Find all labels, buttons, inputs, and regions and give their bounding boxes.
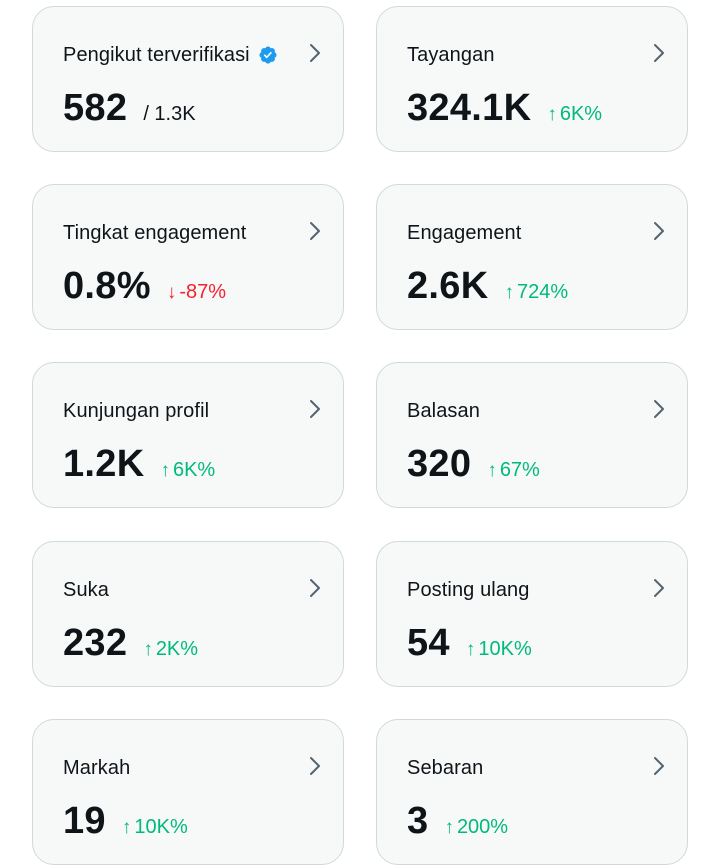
metric-change: ↓ -87% [167,281,226,304]
metric-change-value: 6K% [559,103,603,125]
metric-change-value: 67% [499,459,540,481]
metric-card-verified-followers[interactable]: Pengikut terverifikasi 582 / 1.3K [32,6,344,152]
metric-value: 232 [63,622,128,664]
metric-value-row: 2.6K ↑ 724% [407,265,568,308]
metric-change: ↑ 200% [444,816,508,839]
metric-value: 19 [63,800,106,842]
metric-label: Balasan [407,399,480,422]
arrow-up-icon: ↑ [465,639,476,660]
metric-label-row: Suka [63,576,283,604]
metric-card-reposts[interactable]: Posting ulang 54 ↑ 10K% [376,541,688,687]
chevron-right-icon [307,41,323,65]
metric-card-likes[interactable]: Suka 232 ↑ 2K% [32,541,344,687]
chevron-right-icon [307,576,323,600]
arrow-up-icon: ↑ [444,817,454,838]
metric-value: 582 [63,87,128,129]
metric-value-row: 0.8% ↓ -87% [63,265,226,308]
chevron-right-icon [651,397,667,421]
metric-change: ↑ 67% [487,459,540,482]
metric-value: 324.1K [407,87,532,129]
metric-label: Tingkat engagement [63,221,247,244]
metric-label: Tayangan [407,43,495,66]
metric-label: Pengikut terverifikasi [63,43,250,66]
metric-label-row: Sebaran [407,754,627,782]
chevron-right-icon [651,219,667,243]
metric-label-row: Tingkat engagement [63,219,283,247]
arrow-up-icon: ↑ [160,460,170,481]
chevron-right-icon [651,41,667,65]
arrow-up-icon: ↑ [504,282,514,303]
metric-change-value: 2K% [155,638,199,660]
metric-card-profile-visits[interactable]: Kunjungan profil 1.2K ↑ 6K% [32,362,344,508]
metric-card-replies[interactable]: Balasan 320 ↑ 67% [376,362,688,508]
metric-card-bookmarks[interactable]: Markah 19 ↑ 10K% [32,719,344,865]
arrow-up-icon: ↑ [121,817,132,838]
metric-label-row: Kunjungan profil [63,397,283,425]
metric-card-shares[interactable]: Sebaran 3 ↑ 200% [376,719,688,865]
chevron-right-icon [307,397,323,421]
arrow-up-icon: ↑ [487,460,497,481]
metric-change-value: 200% [456,816,509,838]
arrow-down-icon: ↓ [166,282,177,303]
metric-change-value: 10K% [134,816,188,838]
metric-label-row: Posting ulang [407,576,627,604]
metric-label-row: Engagement [407,219,627,247]
metric-change: ↑ 724% [504,281,568,304]
chevron-right-icon [651,576,667,600]
chevron-right-icon [307,754,323,778]
arrow-up-icon: ↑ [143,639,153,660]
metric-change-value: 6K% [172,459,216,481]
metric-change: ↑ 10K% [122,816,188,839]
metric-label-row: Markah [63,754,283,782]
metric-value-row: 19 ↑ 10K% [63,800,188,843]
metric-change-value: 724% [516,281,569,303]
metric-value-row: 3 ↑ 200% [407,800,508,843]
chevron-right-icon [651,754,667,778]
metric-value: 2.6K [407,265,489,307]
metric-card-impressions[interactable]: Tayangan 324.1K ↑ 6K% [376,6,688,152]
metric-total: / 1.3K [143,103,196,125]
metric-change-value: 10K% [478,638,532,660]
metric-label: Sebaran [407,756,484,779]
verified-badge-icon [258,45,278,65]
chevron-right-icon [307,219,323,243]
metric-value-row: 320 ↑ 67% [407,443,540,486]
metric-change: ↑ 10K% [466,638,532,661]
metric-change: ↑ 6K% [160,459,215,482]
metric-value-row: 54 ↑ 10K% [407,622,532,665]
metric-value: 1.2K [63,443,145,485]
metric-value-row: 582 / 1.3K [63,87,196,130]
metric-value-row: 324.1K ↑ 6K% [407,87,602,130]
metric-value: 3 [407,800,429,842]
metric-label: Suka [63,578,109,601]
metric-value: 54 [407,622,450,664]
metric-label-row: Balasan [407,397,627,425]
metric-label: Posting ulang [407,578,530,601]
metric-change-value: -87% [179,281,227,303]
metric-label: Markah [63,756,131,779]
metric-value: 0.8% [63,265,151,307]
arrow-up-icon: ↑ [547,104,557,125]
metric-card-engagements[interactable]: Engagement 2.6K ↑ 724% [376,184,688,330]
metric-change: ↑ 6K% [547,103,602,126]
metric-value-row: 232 ↑ 2K% [63,622,198,665]
metric-card-engagement-rate[interactable]: Tingkat engagement 0.8% ↓ -87% [32,184,344,330]
metric-change: ↑ 2K% [143,638,198,661]
metric-value: 320 [407,443,472,485]
metric-label: Engagement [407,221,522,244]
metric-label: Kunjungan profil [63,399,210,422]
metric-label-row: Tayangan [407,41,627,69]
metric-value-row: 1.2K ↑ 6K% [63,443,215,486]
metric-label-row: Pengikut terverifikasi [63,41,283,69]
